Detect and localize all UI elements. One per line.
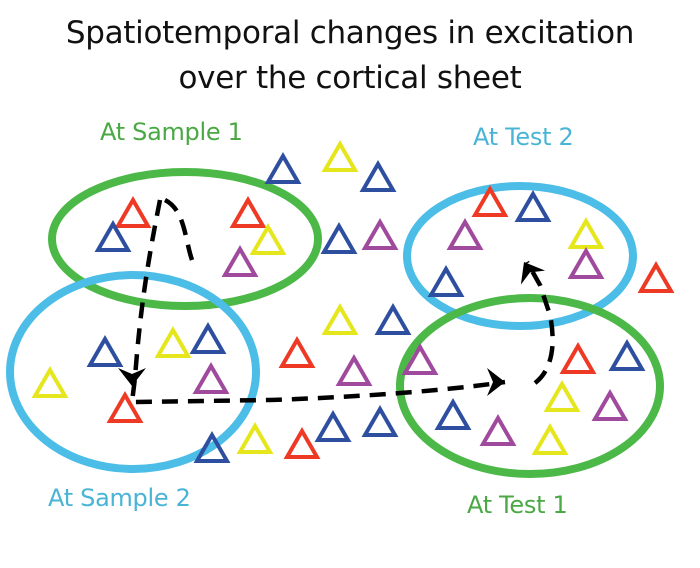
triangle-icon-red	[229, 195, 267, 228]
triangle-icon-blue	[94, 219, 132, 252]
triangle-icon-blue	[434, 397, 472, 430]
triangle-icon-yellow	[567, 216, 605, 249]
title-line-1: Spatiotemporal changes in excitation	[65, 15, 635, 51]
triangle-icon-red	[278, 335, 316, 368]
neuron-triangles	[31, 139, 675, 463]
triangle-icon-blue	[374, 302, 412, 335]
region-label-test2: At Test 2	[473, 123, 574, 151]
region-ellipse-sample1	[48, 168, 322, 310]
triangle-icon-blue	[264, 151, 302, 184]
title-line-2: over the cortical sheet	[178, 60, 522, 96]
region-ellipse-test2	[403, 182, 637, 330]
triangle-icon-purple	[567, 246, 605, 279]
triangle-icon-red	[114, 195, 152, 228]
arrowhead-icon	[487, 368, 505, 396]
triangle-icon-purple	[479, 413, 517, 446]
triangle-icon-red	[106, 390, 144, 423]
triangle-icon-blue	[427, 264, 465, 297]
triangle-icon-yellow	[236, 421, 274, 454]
triangle-icon-yellow	[543, 379, 581, 412]
triangle-icon-purple	[221, 244, 259, 277]
triangle-icon-yellow	[531, 422, 569, 455]
triangle-icon-yellow	[321, 302, 359, 335]
arrowhead-icon	[118, 368, 146, 386]
region-label-test1: At Test 1	[467, 491, 568, 519]
triangle-icon-red	[637, 260, 675, 293]
triangle-icon-purple	[401, 342, 439, 375]
triangle-icon-purple	[192, 361, 230, 394]
triangle-icon-purple	[591, 388, 629, 421]
triangle-icon-purple	[361, 217, 399, 250]
triangle-icon-blue	[359, 159, 397, 192]
excitation-trajectory	[118, 197, 555, 405]
triangle-icon-blue	[608, 338, 646, 371]
triangle-icon-blue	[514, 189, 552, 222]
triangle-icon-blue	[314, 409, 352, 442]
triangle-icon-blue	[193, 430, 231, 463]
triangle-icon-yellow	[249, 222, 287, 255]
region-ellipses	[6, 168, 664, 478]
arrowhead-icon	[520, 262, 546, 285]
triangle-icon-red	[471, 184, 509, 217]
triangle-icon-yellow	[154, 325, 192, 358]
triangle-icon-red	[559, 341, 597, 374]
triangle-icon-yellow	[321, 139, 359, 172]
triangle-icon-yellow	[31, 365, 69, 398]
dashed-trajectory-line	[129, 197, 555, 405]
triangle-icon-purple	[446, 217, 484, 250]
region-label-sample2: At Sample 2	[48, 484, 191, 512]
region-ellipse-sample2	[6, 271, 260, 473]
triangle-icon-blue	[189, 321, 227, 354]
triangle-icon-blue	[320, 221, 358, 254]
region-label-sample1: At Sample 1	[100, 118, 243, 146]
triangle-icon-blue	[86, 334, 124, 367]
region-ellipse-test1	[396, 294, 664, 478]
triangle-icon-purple	[335, 353, 373, 386]
triangle-icon-red	[283, 426, 321, 459]
triangle-icon-blue	[361, 404, 399, 437]
